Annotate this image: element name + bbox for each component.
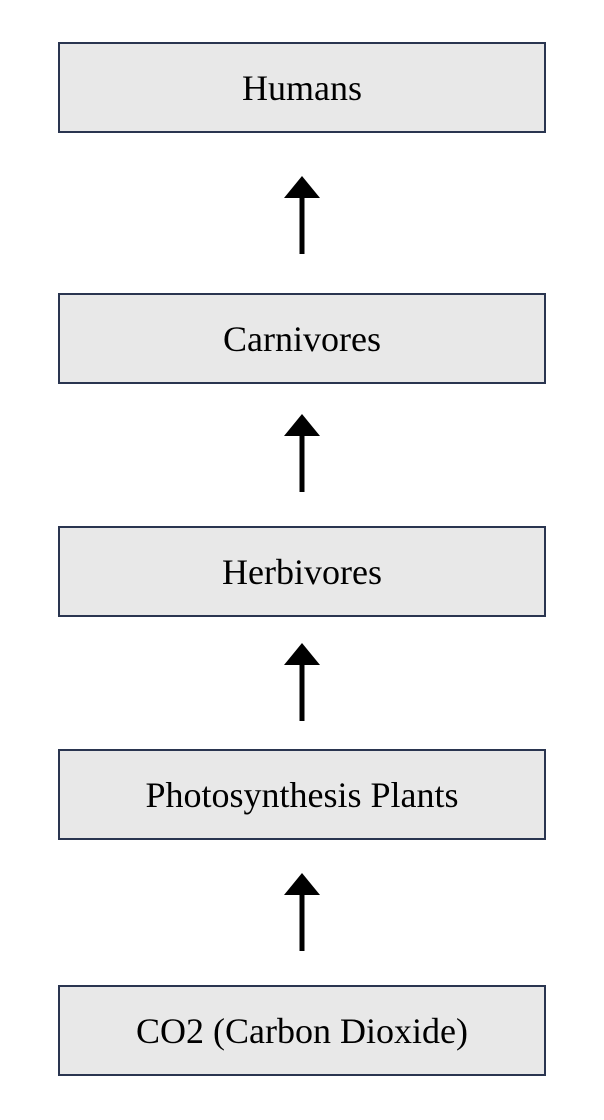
arrow-carnivores-to-humans <box>278 176 326 254</box>
node-co2-label: CO2 (Carbon Dioxide) <box>136 1010 468 1051</box>
arrow-co2-to-plants <box>278 873 326 951</box>
node-carnivores-label: Carnivores <box>223 318 381 359</box>
node-humans-label: Humans <box>242 67 362 108</box>
node-photosynthesis-plants-label: Photosynthesis Plants <box>145 774 459 815</box>
up-arrow-icon <box>284 643 320 721</box>
node-photosynthesis-plants: Photosynthesis Plants <box>58 749 546 840</box>
node-herbivores: Herbivores <box>58 526 546 617</box>
arrow-herbivores-to-carnivores <box>278 414 326 492</box>
node-carnivores: Carnivores <box>58 293 546 384</box>
up-arrow-icon <box>284 873 320 951</box>
up-arrow-icon <box>284 414 320 492</box>
node-humans: Humans <box>58 42 546 133</box>
node-herbivores-label: Herbivores <box>222 551 382 592</box>
node-co2: CO2 (Carbon Dioxide) <box>58 985 546 1076</box>
up-arrow-icon <box>284 176 320 254</box>
arrow-plants-to-herbivores <box>278 643 326 721</box>
